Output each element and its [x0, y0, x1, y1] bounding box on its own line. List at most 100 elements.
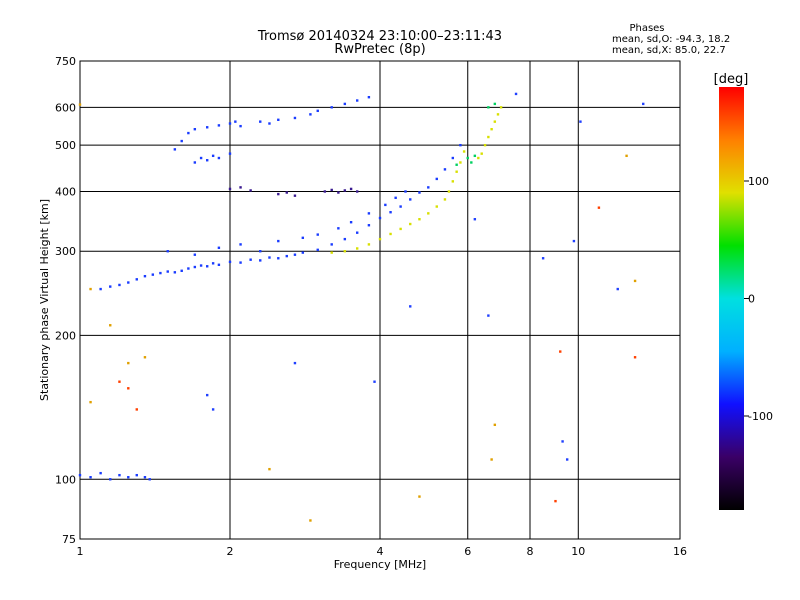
- data-point: [277, 192, 280, 196]
- data-point: [127, 281, 130, 284]
- data-point: [180, 269, 183, 272]
- data-point: [118, 283, 121, 287]
- data-point: [78, 103, 82, 106]
- data-point: [418, 495, 421, 498]
- data-point: [205, 126, 209, 129]
- data-point: [565, 458, 569, 461]
- data-point: [435, 205, 438, 208]
- data-point: [166, 250, 169, 253]
- data-point: [343, 250, 347, 253]
- data-point: [541, 257, 545, 260]
- data-point: [597, 206, 601, 209]
- data-point: [389, 211, 392, 214]
- data-point: [343, 102, 347, 106]
- data-point: [455, 170, 458, 173]
- data-point: [451, 180, 455, 183]
- data-point: [487, 106, 490, 109]
- data-point: [330, 251, 333, 254]
- data-point: [259, 120, 262, 123]
- data-point: [193, 265, 197, 269]
- data-point: [173, 148, 177, 151]
- data-point: [166, 270, 169, 273]
- data-point: [343, 237, 347, 241]
- x-tick-label: 2: [227, 545, 234, 558]
- data-point: [514, 92, 518, 96]
- data-point: [205, 159, 209, 162]
- x-axis-label: Frequency [MHz]: [334, 558, 426, 571]
- data-point: [228, 260, 232, 264]
- data-point: [330, 106, 333, 109]
- x-tick-labels: 1 2 4 6 8 10 16: [77, 545, 688, 558]
- data-point: [462, 150, 466, 153]
- data-point: [143, 274, 147, 278]
- data-point: [399, 227, 402, 231]
- x-tick-label: 8: [527, 545, 534, 558]
- colorbar-tick-label: -100: [748, 410, 773, 423]
- data-point: [493, 120, 497, 123]
- data-point: [409, 198, 412, 201]
- data-point: [268, 256, 271, 259]
- data-point: [554, 499, 557, 503]
- data-point: [228, 152, 232, 155]
- scatter-points: [78, 92, 645, 522]
- colorbar-tick-labels: 100 0 -100: [744, 175, 773, 423]
- data-point: [470, 161, 473, 164]
- data-point: [143, 476, 147, 479]
- stats-x-mode: mean, sd,X: 85.0, 22.7: [612, 45, 726, 56]
- data-point: [127, 361, 130, 365]
- data-point: [409, 222, 412, 226]
- data-point: [367, 95, 371, 99]
- data-point: [316, 248, 319, 252]
- data-point: [268, 467, 271, 471]
- data-point: [99, 471, 102, 475]
- data-point: [323, 190, 327, 193]
- data-point: [466, 156, 469, 160]
- data-point: [490, 458, 493, 461]
- data-point: [293, 116, 297, 120]
- data-point: [496, 113, 500, 116]
- colorbar-tick-label: 100: [748, 175, 769, 188]
- data-point: [309, 519, 312, 522]
- data-point: [572, 239, 576, 243]
- data-point: [633, 356, 637, 359]
- data-point: [268, 122, 271, 125]
- data-point: [239, 261, 242, 264]
- data-point: [199, 156, 203, 160]
- y-tick-label: 100: [55, 473, 76, 486]
- y-tick-labels: 75 100 200 300 400 500 600 750: [55, 55, 76, 546]
- data-point: [127, 387, 130, 390]
- data-point: [343, 189, 347, 192]
- data-point: [418, 218, 421, 221]
- data-point: [480, 152, 483, 155]
- colorbar: [719, 87, 744, 510]
- colorbar-label: [deg]: [714, 72, 749, 87]
- data-point: [384, 203, 387, 207]
- data-point: [217, 263, 221, 266]
- data-point: [330, 243, 333, 246]
- data-point: [625, 154, 628, 158]
- data-point: [199, 264, 203, 267]
- data-point: [217, 246, 221, 249]
- data-point: [427, 186, 430, 189]
- data-point: [187, 267, 190, 270]
- data-point: [285, 254, 288, 258]
- x-tick-label: 16: [673, 545, 687, 558]
- y-tick-label: 600: [55, 101, 76, 114]
- data-point: [277, 239, 280, 243]
- data-point: [399, 205, 402, 208]
- data-point: [99, 287, 102, 291]
- data-point: [316, 233, 319, 236]
- data-point: [193, 127, 197, 131]
- data-point: [301, 251, 305, 254]
- data-point: [228, 122, 232, 125]
- data-point: [443, 198, 447, 201]
- data-point: [633, 279, 637, 283]
- data-point: [394, 196, 397, 200]
- data-point: [285, 191, 288, 194]
- data-point: [367, 224, 371, 227]
- data-point: [355, 190, 359, 193]
- y-tick-label: 75: [62, 533, 76, 546]
- data-point: [559, 350, 562, 353]
- data-point: [239, 124, 242, 128]
